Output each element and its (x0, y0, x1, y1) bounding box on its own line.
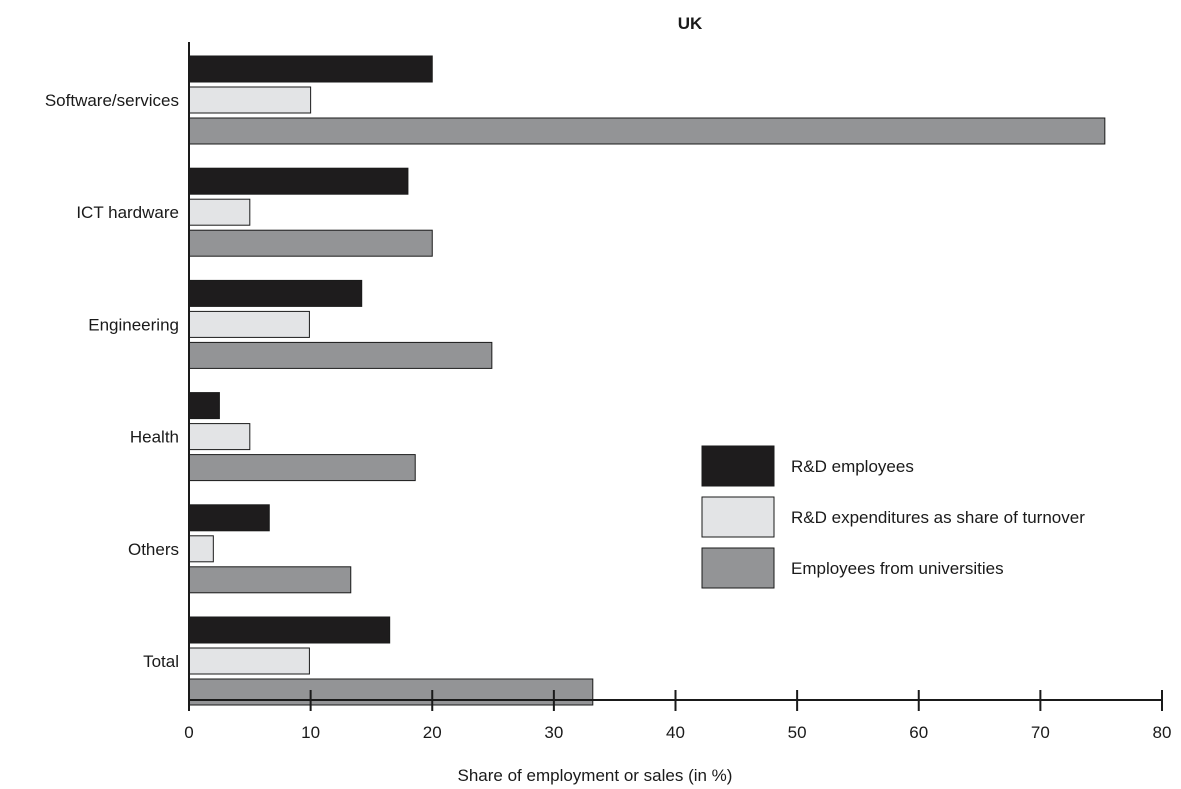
category-label: Others (128, 540, 179, 559)
bar-software-services-employees-from-universities (188, 117, 1106, 145)
bar-health-employees-from-universities (188, 454, 416, 482)
category-label: Health (130, 428, 179, 447)
bar-health-r-d-employees (188, 392, 220, 420)
bar-ict-hardware-employees-from-universities (188, 229, 433, 257)
bar-software-services-r-d-expenditures-as-share-of-turnover (188, 86, 312, 114)
x-tick-label: 0 (184, 723, 193, 742)
legend-label: Employees from universities (791, 559, 1004, 578)
bar-total-r-d-expenditures-as-share-of-turnover (188, 647, 310, 675)
bar-health-r-d-expenditures-as-share-of-turnover (188, 423, 251, 451)
bar-total-r-d-employees (188, 616, 391, 644)
bar-others-r-d-expenditures-as-share-of-turnover (188, 535, 214, 563)
x-tick-label: 80 (1153, 723, 1172, 742)
category-label: Engineering (88, 315, 179, 334)
bar-ict-hardware-r-d-expenditures-as-share-of-turnover (188, 198, 251, 226)
x-tick-label: 10 (301, 723, 320, 742)
x-ticks: 0 10 20 30 40 50 60 70 80 (184, 690, 1171, 742)
x-tick-label: 50 (788, 723, 807, 742)
bar-ict-hardware-r-d-employees (188, 167, 409, 195)
bar-others-employees-from-universities (188, 566, 352, 594)
category-label: Total (143, 652, 179, 671)
category-label: Software/services (45, 91, 179, 110)
bar-engineering-r-d-expenditures-as-share-of-turnover (188, 310, 310, 338)
legend-swatch-employees-from-universities (701, 547, 775, 589)
legend: R&D employees R&D expenditures as share o… (701, 445, 1085, 589)
category-labels: Software/services ICT hardware Engineering… (45, 91, 179, 671)
bars (188, 55, 1106, 706)
bar-engineering-r-d-employees (188, 279, 363, 307)
legend-swatch-r-d-employees (701, 445, 775, 487)
legend-swatch-r-d-expenditures-as-share-of-turnover (701, 496, 775, 538)
bar-engineering-employees-from-universities (188, 341, 493, 369)
x-tick-label: 40 (666, 723, 685, 742)
x-axis-title: Share of employment or sales (in %) (458, 766, 733, 785)
bar-total-employees-from-universities (188, 678, 594, 706)
x-tick-label: 70 (1031, 723, 1050, 742)
chart-title: UK (678, 14, 703, 33)
x-tick-label: 20 (423, 723, 442, 742)
x-tick-label: 30 (544, 723, 563, 742)
legend-label: R&D employees (791, 457, 914, 476)
category-label: ICT hardware (76, 203, 179, 222)
x-tick-label: 60 (909, 723, 928, 742)
bar-others-r-d-employees (188, 504, 270, 532)
bar-software-services-r-d-employees (188, 55, 433, 83)
legend-label: R&D expenditures as share of turnover (791, 508, 1085, 527)
